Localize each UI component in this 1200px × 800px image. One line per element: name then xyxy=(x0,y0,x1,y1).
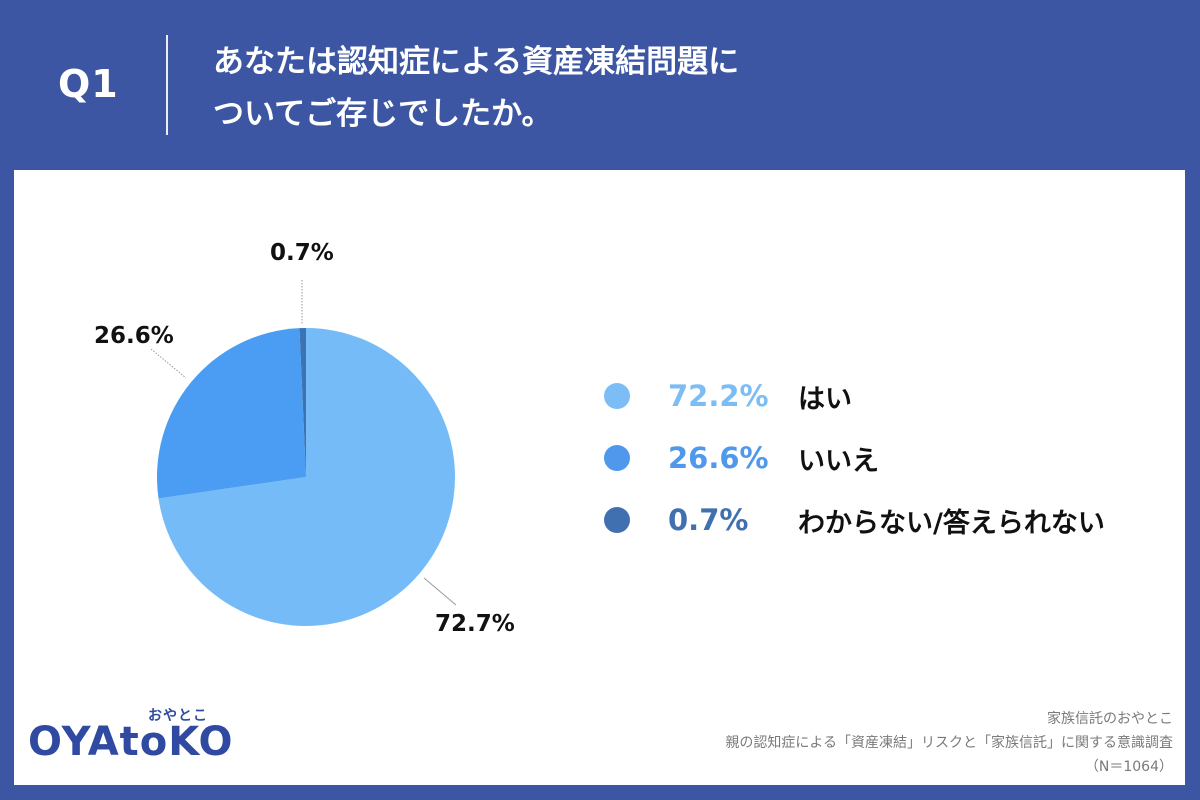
question-title: あなたは認知症による資産凍結問題に ついてご存じでしたか。 xyxy=(213,36,913,140)
pie-slices xyxy=(157,328,455,626)
footer-line2: 親の認知症による「資産凍結」リスクと「家族信託」に関する意識調査 xyxy=(725,735,1173,751)
source-footer: 家族信託のおやとこ 親の認知症による「資産凍結」リスクと「家族信託」に関する意識… xyxy=(725,707,1173,779)
pie-chart xyxy=(150,280,457,626)
pie-slice-unknown xyxy=(299,328,306,477)
legend-dot-icon xyxy=(604,507,630,533)
chart-panel: 0.7% 26.6% 72.7% 72.2% はい 26.6% いいえ 0.7%… xyxy=(14,170,1185,785)
footer-line1: 家族信託のおやとこ xyxy=(1047,711,1173,727)
oyatoko-logo: おやとこ OYAtoKO xyxy=(28,705,248,780)
logo-text: OYAtoKO xyxy=(28,719,234,765)
legend-dot-icon xyxy=(604,383,630,409)
pie-slice-yes xyxy=(158,328,455,626)
leader-line-no xyxy=(150,348,187,379)
legend-percent: 0.7% xyxy=(668,503,749,537)
pie-slice-no xyxy=(157,328,306,499)
legend-percent: 72.2% xyxy=(668,379,769,413)
legend-label: はい xyxy=(798,383,852,415)
logo-kana: おやとこ xyxy=(148,708,208,724)
header: Q1 あなたは認知症による資産凍結問題に ついてご存じでしたか。 xyxy=(0,0,1200,170)
legend-label: いいえ xyxy=(798,445,879,477)
slice-label-unknown: 0.7% xyxy=(270,240,334,266)
legend-percent: 26.6% xyxy=(668,441,769,475)
header-divider xyxy=(166,35,168,135)
legend-dot-icon xyxy=(604,445,630,471)
question-number: Q1 xyxy=(58,62,119,106)
footer-line3: （N＝1064） xyxy=(1084,759,1173,775)
question-title-line2: ついてご存じでしたか。 xyxy=(213,96,553,132)
slice-label-no: 26.6% xyxy=(94,323,174,349)
slice-label-yes: 72.7% xyxy=(435,611,515,637)
leader-line-yes xyxy=(423,577,457,606)
legend-label: わからない/答えられない xyxy=(798,507,1105,539)
question-title-line1: あなたは認知症による資産凍結問題に xyxy=(213,44,740,80)
